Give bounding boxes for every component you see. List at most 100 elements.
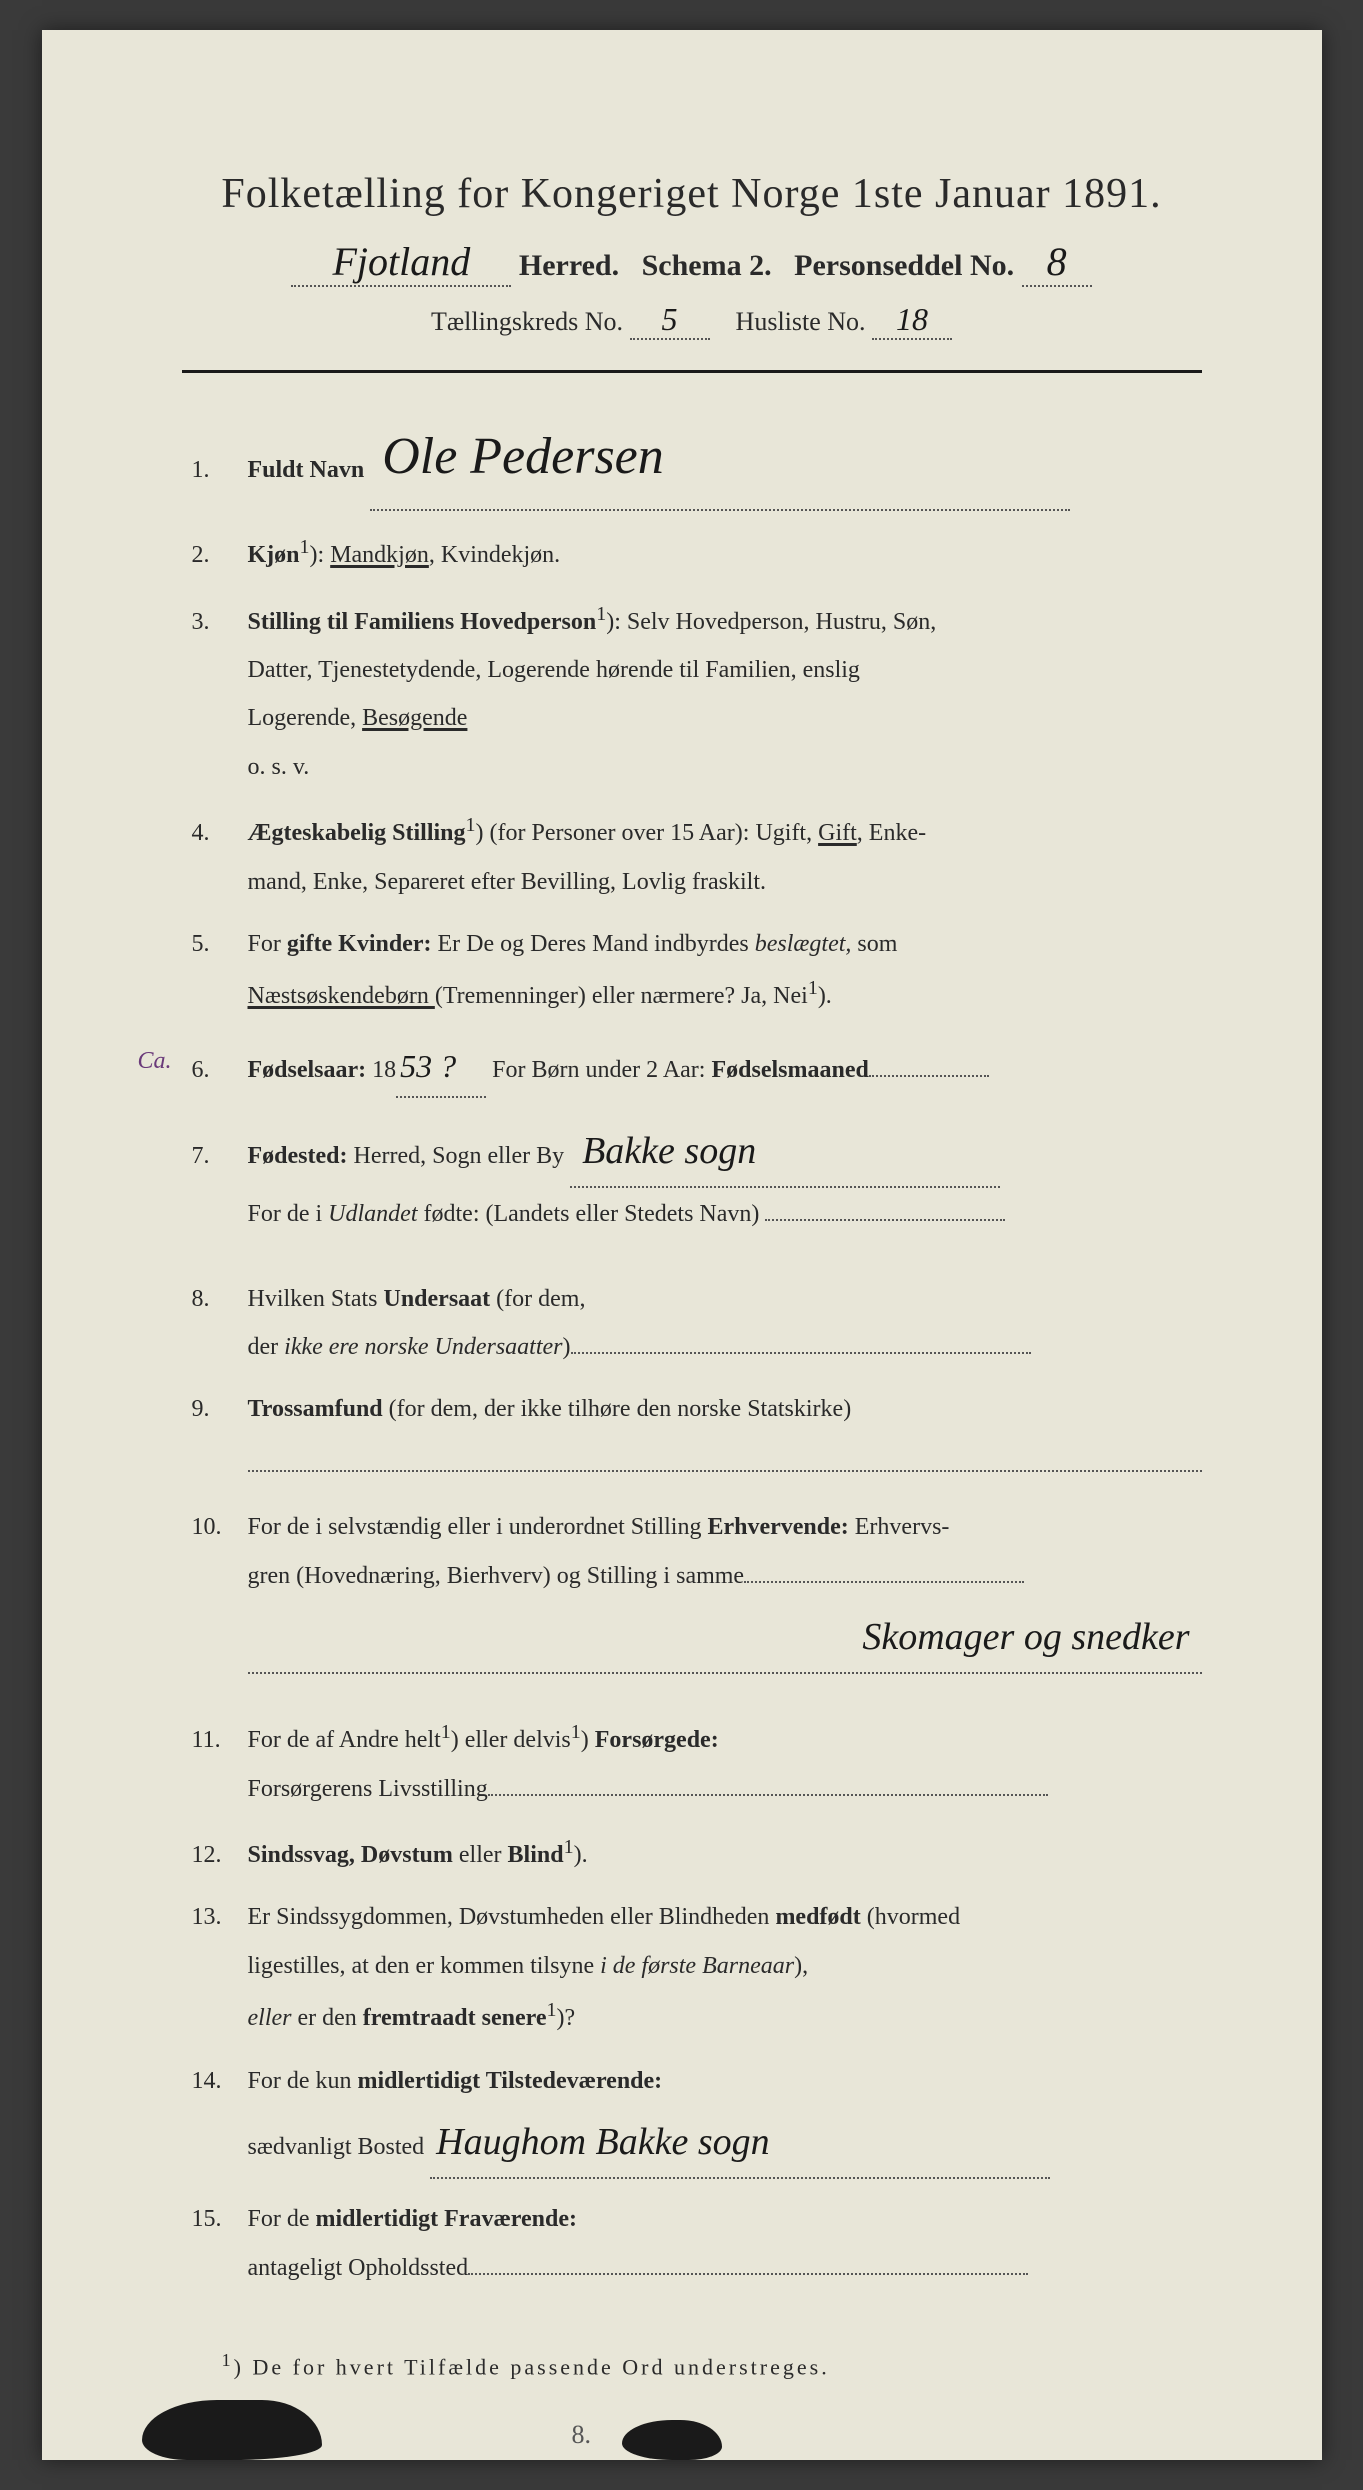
line2: sædvanligt Bosted [248, 2134, 425, 2160]
text: (for dem, der ikke tilhøre den norske St… [383, 1396, 852, 1422]
herred-label: Herred. [519, 249, 619, 282]
field-num: 9. [192, 1389, 248, 1430]
text2: For Børn under 2 Aar: [486, 1057, 711, 1083]
bold1: medfødt [775, 1904, 860, 1930]
field-num: 5. [192, 924, 248, 965]
text1: Herred, Sogn eller By [347, 1143, 564, 1169]
paper-damage [142, 2400, 322, 2460]
bold1: Forsørgede: [589, 1727, 719, 1753]
field-label: Fødested: [248, 1143, 348, 1169]
text1: For de kun [248, 2068, 358, 2094]
close: ): [310, 542, 325, 568]
field-num: 1. [192, 450, 248, 491]
sup2: 1 [571, 1721, 581, 1743]
field-num: 4. [192, 813, 248, 854]
form-body: 1. Fuldt Navn Ole Pedersen 2. Kjøn1): Ma… [182, 413, 1202, 2290]
line2b: Udlandet [328, 1201, 417, 1227]
sup: 1 [466, 814, 476, 836]
text2: (hvormed [861, 1904, 960, 1930]
birthplace-value: Bakke sogn [582, 1130, 756, 1172]
line2: gren (Hovednæring, Bierhverv) og Stillin… [248, 1563, 745, 1589]
husliste-value: 18 [896, 301, 928, 337]
census-form-page: Folketælling for Kongeriget Norge 1ste J… [42, 30, 1322, 2460]
text1: For de af Andre helt [248, 1727, 441, 1753]
line3b: er den [291, 2005, 362, 2031]
occupation-value: Skomager og snedker [862, 1616, 1189, 1658]
field-num: 7. [192, 1136, 248, 1177]
close: ): [606, 609, 621, 635]
field-num: 2. [192, 535, 248, 576]
text2: (for dem, [490, 1286, 585, 1312]
field-13-cont: ligestilles, at den er kommen tilsyne i … [192, 1944, 1202, 1988]
taellingskreds-value: 5 [662, 301, 678, 337]
field-15-cont: antageligt Opholdssted [192, 2246, 1202, 2290]
line2c: ), [794, 1953, 808, 1979]
sep: , [429, 542, 441, 568]
text1: For de [248, 2206, 316, 2232]
field-7: 7. Fødested: Herred, Sogn eller By Bakke… [192, 1116, 1202, 1188]
field-num: 3. [192, 602, 248, 643]
sup: 1 [546, 1999, 556, 2021]
text2: , Enke- [857, 820, 926, 846]
field-8: 8. Hvilken Stats Undersaat (for dem, [192, 1277, 1202, 1321]
field-num: 6. [192, 1050, 248, 1091]
field-3: 3. Stilling til Familiens Hovedperson1):… [192, 596, 1202, 644]
separator-line [182, 370, 1202, 373]
text2: Er De og Deres Mand indbyrdes [431, 931, 754, 957]
bottom-mark: 8. [572, 2420, 592, 2450]
besogende: Besøgende [362, 705, 467, 731]
sup: 1 [596, 603, 606, 625]
field-3-cont: Datter, Tjenestetydende, Logerende høren… [192, 648, 1202, 692]
residence-value: Haughom Bakke sogn [436, 2121, 769, 2163]
line3a: Logerende, [248, 705, 363, 731]
gift: Gift [818, 820, 857, 846]
field-label: Ægteskabelig Stilling [248, 820, 466, 846]
bold2: Blind [508, 1842, 564, 1868]
field-10-value: Skomager og snedker [192, 1602, 1202, 1674]
personseddel-label: Personseddel No. [794, 249, 1014, 282]
close1: ) [451, 1727, 459, 1753]
bold1: gifte Kvinder: [287, 931, 432, 957]
close: ) [476, 820, 484, 846]
field-3-cont3: o. s. v. [192, 745, 1202, 789]
field-label: Kjøn [248, 542, 300, 568]
field-4-cont: mand, Enke, Separeret efter Bevilling, L… [192, 860, 1202, 904]
text1: For de i selvstændig eller i underordnet… [248, 1514, 708, 1540]
field-11: 11. For de af Andre helt1) eller delvis1… [192, 1714, 1202, 1762]
text1: For [248, 931, 287, 957]
field-10-cont: gren (Hovednæring, Bierhverv) og Stillin… [192, 1554, 1202, 1598]
bold1: midlertidigt Tilstedeværende: [358, 2068, 663, 2094]
text3: som [851, 931, 897, 957]
schema-label: Schema 2. [642, 249, 772, 282]
close: ). [574, 1842, 588, 1868]
footnote: 1) De for hvert Tilfælde passende Ord un… [182, 2350, 1202, 2380]
header-row-2: Tællingskreds No. 5 Husliste No. 18 [182, 301, 1202, 340]
field-label: Trossamfund [248, 1396, 383, 1422]
year-value: 53 ? [400, 1048, 456, 1084]
field-5-cont: Næstsøskendebørn (Tremenninger) eller næ… [192, 970, 1202, 1018]
field-14-cont: sædvanligt Bosted Haughom Bakke sogn [192, 2107, 1202, 2179]
field-9-cont [192, 1436, 1202, 1487]
line2: mand, Enke, Separeret efter Bevilling, L… [248, 869, 767, 895]
sup: 1 [564, 1836, 574, 1858]
bold3: fremtraadt senere [363, 2005, 547, 2031]
field-num: 12. [192, 1835, 248, 1876]
paper-damage-2 [622, 2420, 722, 2460]
bold1: Erhvervende: [707, 1514, 848, 1540]
field-num: 8. [192, 1279, 248, 1320]
field-label: Fødselsaar: [248, 1057, 367, 1083]
line2b: i de første Barneaar [600, 1953, 794, 1979]
text1: (for Personer over 15 Aar): Ugift, [484, 820, 819, 846]
field-6: Ca. 6. Fødselsaar: 1853 ? For Børn under… [192, 1037, 1202, 1098]
text2: Erhvervs- [849, 1514, 950, 1540]
label2: Fødselsmaaned [711, 1057, 868, 1083]
bold1: Undersaat [384, 1286, 491, 1312]
field-15: 15. For de midlertidigt Fraværende: [192, 2197, 1202, 2241]
sup: 1 [300, 536, 310, 558]
field-2: 2. Kjøn1): Mandkjøn, Kvindekjøn. [192, 529, 1202, 577]
line1: Selv Hovedperson, Hustru, Søn, [627, 609, 936, 635]
line2: antageligt Opholdssted [248, 2255, 469, 2281]
line2: Datter, Tjenestetydende, Logerende høren… [248, 657, 860, 683]
prefix: 18 [366, 1057, 396, 1083]
text1: Hvilken Stats [248, 1286, 384, 1312]
